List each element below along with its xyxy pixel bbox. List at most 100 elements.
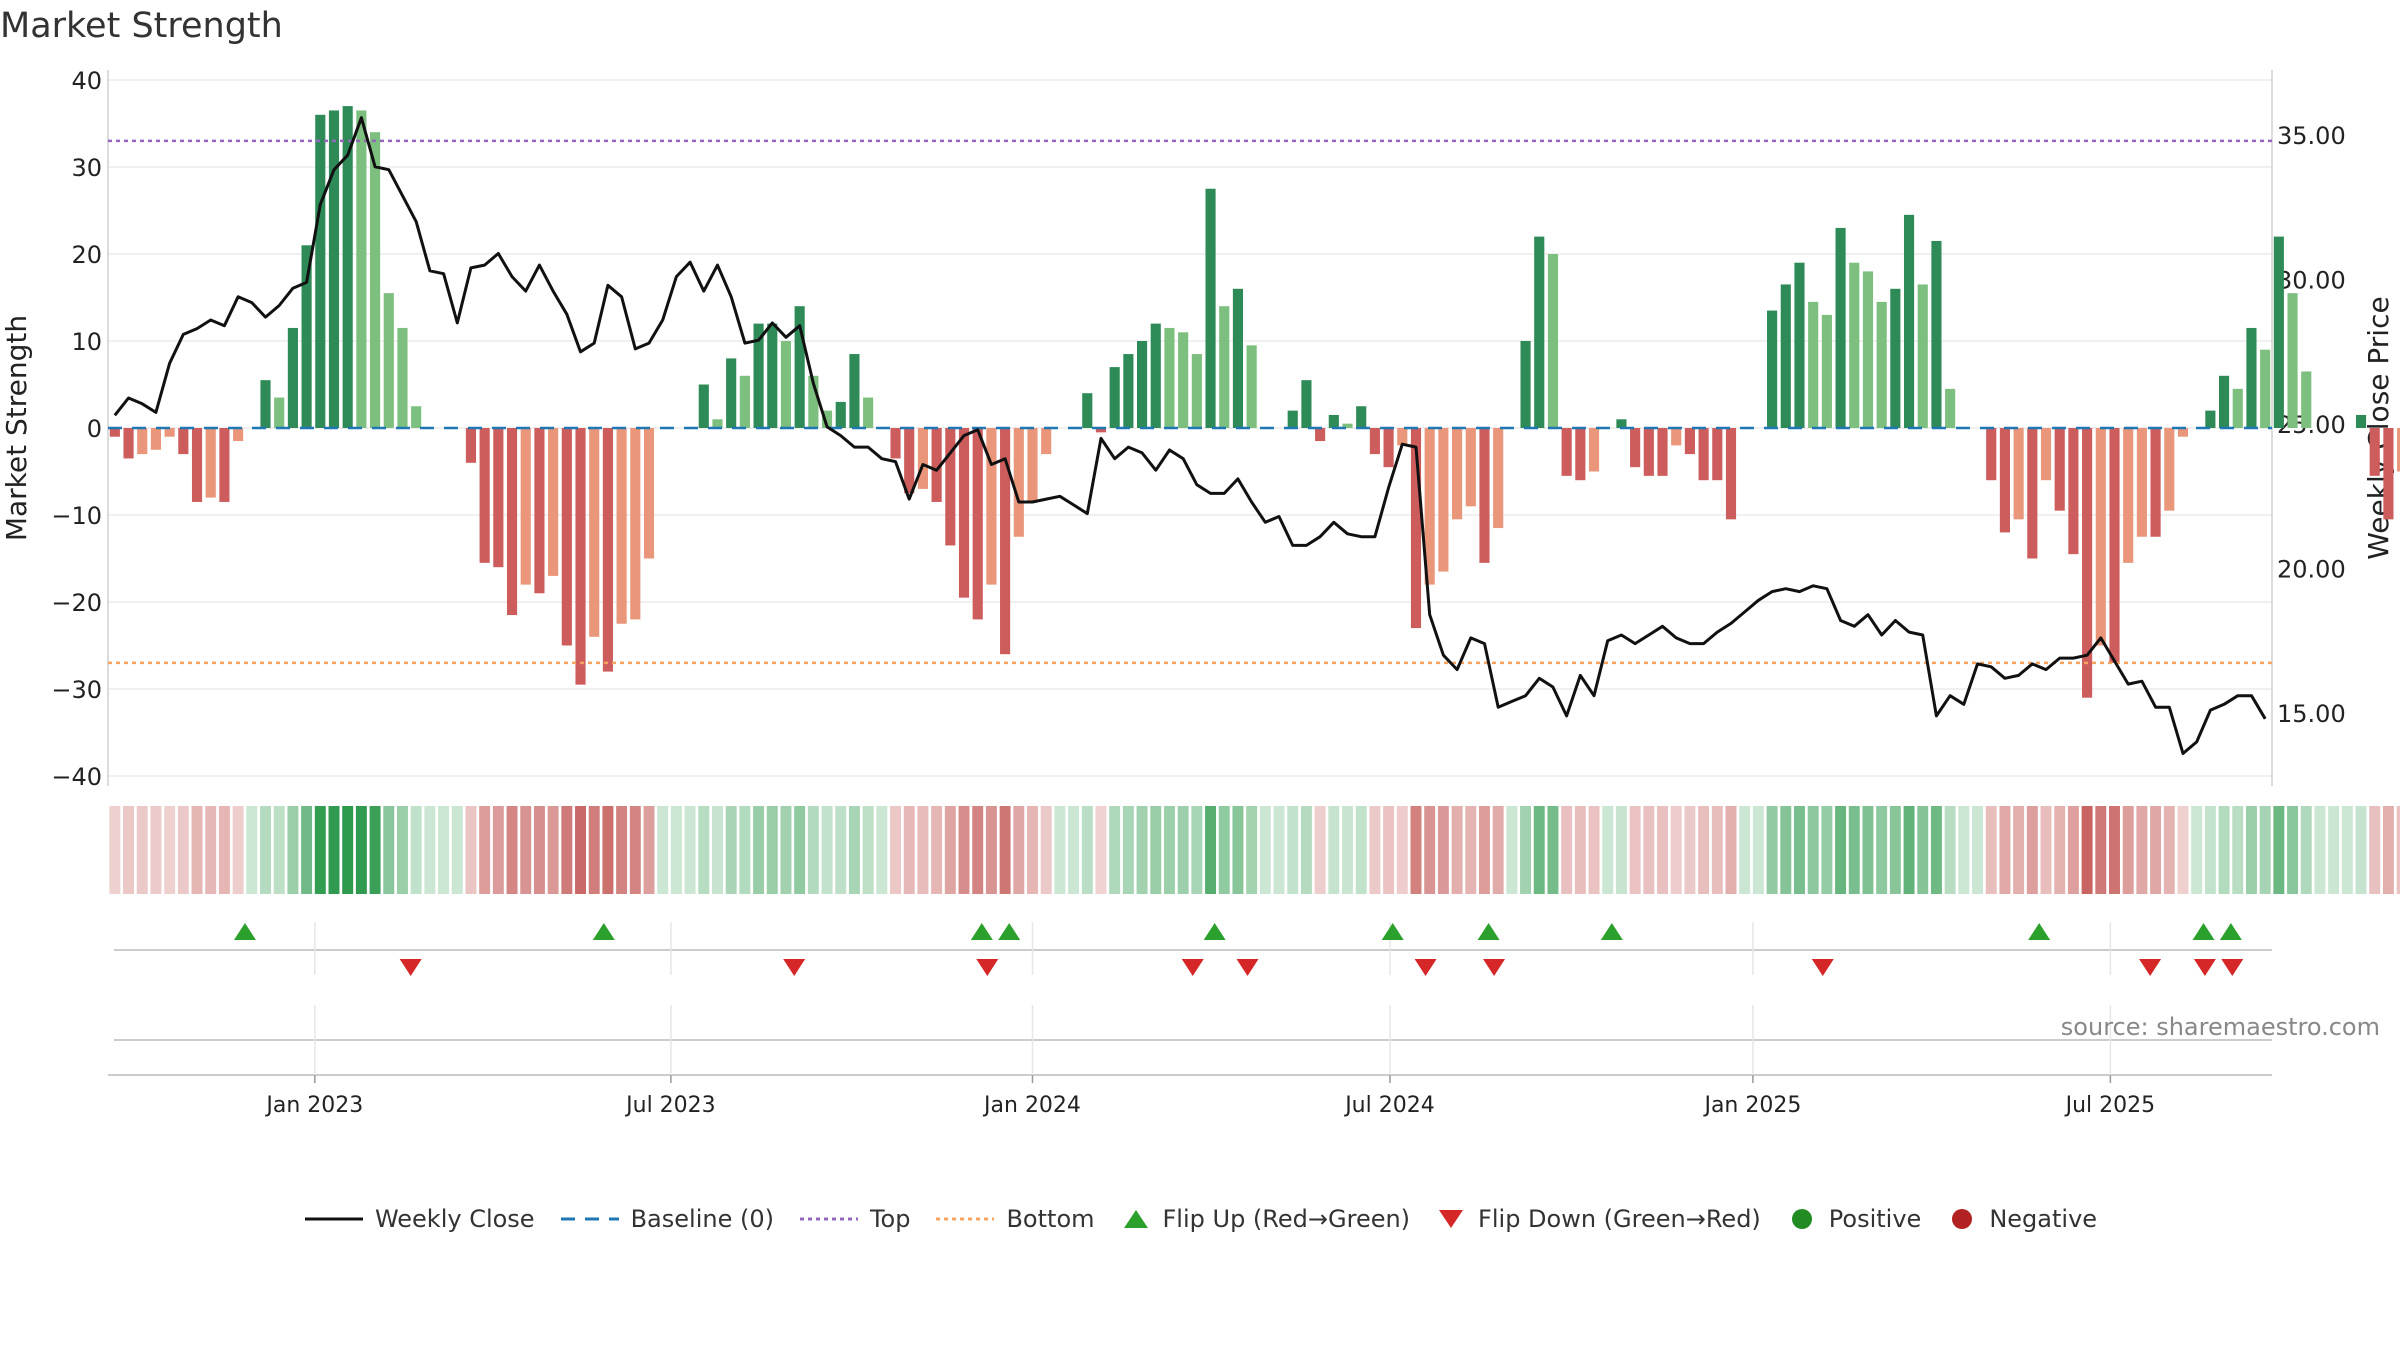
heat-cell	[2081, 806, 2093, 894]
heat-cell	[1122, 806, 1134, 894]
strength-bar	[1520, 341, 1531, 428]
heat-cell	[2232, 806, 2244, 894]
strength-bar	[2355, 414, 2367, 428]
strength-bar	[1150, 323, 1161, 428]
y2-tick-label: 20.00	[2277, 556, 2346, 584]
strength-bar	[2246, 327, 2257, 428]
strength-bar	[2301, 371, 2312, 428]
legend-label: Weekly Close	[374, 1205, 535, 1233]
heat-cell	[520, 806, 532, 894]
heat-cell	[301, 806, 313, 894]
strength-bar	[2383, 428, 2394, 520]
heat-cell	[1396, 806, 1408, 894]
strength-bar	[986, 428, 997, 585]
flip-down-marker	[1414, 959, 1437, 976]
heat-cell	[1163, 806, 1175, 894]
heat-cell	[1506, 806, 1518, 894]
heat-cell	[1314, 806, 1326, 894]
heat-cell	[657, 806, 669, 894]
strength-bar	[1287, 410, 1298, 428]
heat-cell	[1684, 806, 1696, 894]
heat-cell	[985, 806, 997, 894]
strength-bar	[1849, 262, 1860, 428]
heat-cell	[2150, 806, 2162, 894]
strength-bar	[1301, 380, 1312, 428]
strength-bar	[1821, 314, 1832, 428]
strength-bar	[1178, 332, 1189, 428]
strength-bar	[479, 428, 490, 563]
heat-cell	[931, 806, 943, 894]
strength-bar	[2232, 388, 2243, 428]
heat-cell	[1725, 806, 1737, 894]
y2-tick-label: 30.00	[2277, 267, 2346, 295]
chart-legend: Weekly Close Baseline (0) Top Bottom Fli…	[0, 1205, 2400, 1233]
heat-cell	[260, 806, 271, 894]
strength-bar	[301, 245, 312, 428]
heat-cell	[369, 806, 381, 894]
strength-bar	[233, 428, 244, 442]
strength-bar	[1630, 428, 1641, 468]
strength-bar	[643, 428, 655, 559]
weekly-close-line	[113, 116, 2267, 755]
baseline-legend-icon	[560, 1217, 619, 1221]
flip-up-marker	[2192, 923, 2215, 940]
heat-cell	[506, 806, 518, 894]
heat-cell	[794, 806, 806, 894]
strength-bar	[2287, 293, 2298, 428]
strength-bar	[260, 380, 271, 428]
flip-up-marker	[970, 923, 993, 940]
legend-label: Baseline (0)	[630, 1205, 774, 1233]
strength-bar	[561, 428, 572, 646]
heat-cell	[1328, 806, 1340, 894]
strength-bar	[1383, 428, 1394, 468]
heat-cell	[136, 806, 148, 894]
y-tick-label: −10	[51, 502, 102, 530]
heat-cell	[862, 806, 874, 894]
strength-bar	[2082, 428, 2093, 698]
y2-tick-label: 35.00	[2277, 122, 2346, 150]
strength-bar	[506, 428, 518, 616]
heat-cell	[1657, 806, 1668, 894]
strength-bar	[575, 428, 586, 685]
heat-cell	[2341, 806, 2353, 894]
heat-cell	[2163, 806, 2175, 894]
heat-cell	[1903, 806, 1915, 894]
heat-cell	[999, 806, 1011, 894]
strength-bar	[904, 428, 915, 494]
heat-cell	[1369, 806, 1381, 894]
heat-cell	[588, 806, 600, 894]
strength-bar	[2040, 428, 2052, 481]
flip-up-marker	[2219, 923, 2242, 940]
heat-cell	[1794, 806, 1805, 894]
heat-cell	[205, 806, 217, 894]
chart-title: Market Strength	[0, 6, 283, 46]
strength-bar	[2027, 428, 2038, 559]
strength-bar	[1315, 428, 1326, 442]
heat-cell	[698, 806, 710, 894]
heat-cell	[1670, 806, 1682, 894]
heat-cell	[1300, 806, 1312, 894]
heat-cell	[2136, 806, 2148, 894]
legend-flip-down: Flip Down (Green→Red)	[1434, 1205, 1761, 1233]
heat-cell	[492, 806, 504, 894]
strength-bar	[1876, 301, 1887, 428]
heat-cell	[2109, 806, 2120, 894]
strength-bar	[835, 401, 846, 428]
heat-cell	[1999, 806, 2011, 894]
heat-cell	[1698, 806, 1710, 894]
heat-cell	[232, 806, 244, 894]
strength-bar	[1246, 345, 1257, 428]
flip-up-marker	[998, 923, 1021, 940]
heat-cell	[2245, 806, 2257, 894]
heat-cell	[670, 806, 682, 894]
heat-cell	[1355, 806, 1367, 894]
strength-bar	[2164, 428, 2175, 511]
strength-bar	[328, 110, 340, 428]
strength-bar	[534, 428, 545, 594]
heat-cell	[890, 806, 902, 894]
heat-cell	[1835, 806, 1847, 894]
heat-cell	[1862, 806, 1874, 894]
heat-cell	[616, 806, 628, 894]
heat-cell	[1191, 806, 1203, 894]
heat-cell	[1917, 806, 1929, 894]
